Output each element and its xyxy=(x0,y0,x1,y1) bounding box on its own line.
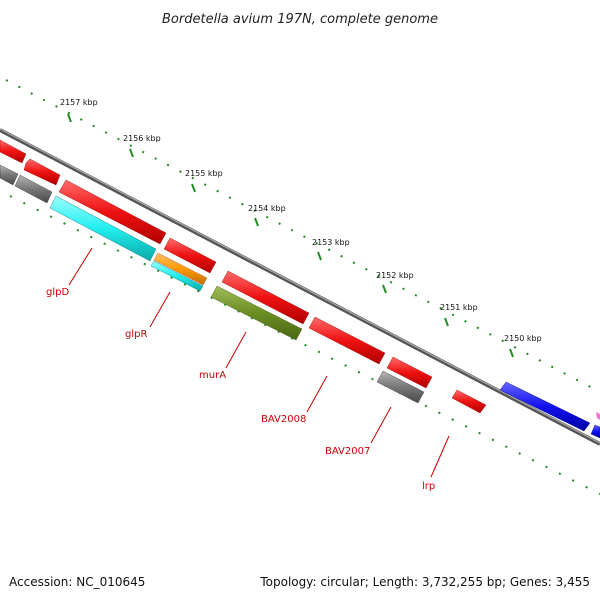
tick-label-2156: 2156 kbp xyxy=(123,134,161,143)
gene-label-mura: murA xyxy=(199,370,226,381)
annotation-row xyxy=(0,164,425,404)
map-title: Bordetella avium 197N, complete genome xyxy=(162,12,438,27)
gene-feature[interactable] xyxy=(0,139,27,164)
tick-label-2157: 2157 kbp xyxy=(60,98,98,107)
gene-label-glpd: glpD xyxy=(46,287,69,298)
gene-feature-blue-edge[interactable] xyxy=(590,424,600,439)
gene-feature-pink-edge[interactable] xyxy=(596,412,600,420)
outer-tick-ring xyxy=(5,79,600,393)
accession-text: Accession: NC_010645 xyxy=(9,575,145,589)
gene-bav2007-arrow[interactable] xyxy=(386,356,433,389)
tick-label-2151: 2151 kbp xyxy=(440,303,478,312)
gene-label-bav2008: BAV2008 xyxy=(261,414,306,425)
grey-feature-bav2007[interactable] xyxy=(376,370,425,404)
grey-feature[interactable] xyxy=(14,174,53,204)
orange-feature-glpr[interactable] xyxy=(153,252,208,286)
olive-feature-mura[interactable] xyxy=(210,285,303,341)
gene-lrp-arrow[interactable] xyxy=(451,389,487,414)
genome-backbone xyxy=(0,128,600,446)
topology-text: Topology: circular; Length: 3,732,255 bp… xyxy=(259,575,590,589)
tick-label-2150: 2150 kbp xyxy=(504,334,542,343)
gene-feature-blue[interactable] xyxy=(499,381,591,432)
gene-bav2008-arrow[interactable] xyxy=(308,316,386,365)
tick-label-2153: 2153 kbp xyxy=(312,238,350,247)
tick-label-2154: 2154 kbp xyxy=(248,204,286,213)
gene-label-bav2007: BAV2007 xyxy=(325,446,370,457)
inner-tick-ring xyxy=(9,195,600,495)
gene-feature[interactable] xyxy=(23,158,61,186)
gene-glpd-arrow[interactable] xyxy=(58,179,167,245)
forward-strand-genes xyxy=(0,139,600,439)
outer-major-ticks xyxy=(67,113,514,358)
gene-label-glpr: glpR xyxy=(125,329,147,340)
gene-mura-arrow[interactable] xyxy=(221,270,310,325)
cyan-feature-glpd[interactable] xyxy=(49,195,157,262)
tick-label-2152: 2152 kbp xyxy=(376,271,414,280)
gene-label-lrp: lrp xyxy=(422,481,435,492)
gene-glpr-arrow[interactable] xyxy=(163,237,217,274)
label-leaders xyxy=(68,247,450,478)
cyan-feature-glpr[interactable] xyxy=(150,260,204,292)
tick-label-2155: 2155 kbp xyxy=(185,169,223,178)
grey-feature[interactable] xyxy=(0,164,19,186)
